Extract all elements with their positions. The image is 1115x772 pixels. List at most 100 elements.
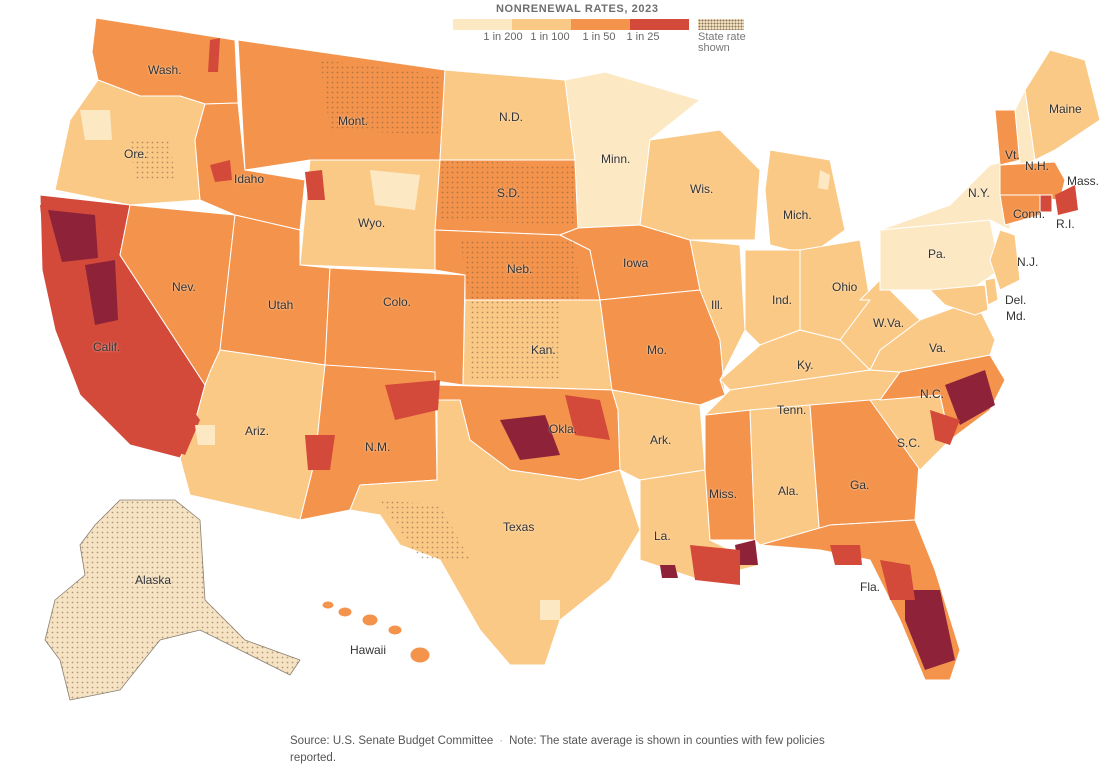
high-rate-county-cluster-6 [565,395,610,440]
low-rate-county-spot-5 [818,170,830,190]
high-rate-county-cluster-7 [945,370,995,425]
high-rate-county-cluster-20 [1055,185,1078,215]
state-label-ma: Mass. [1067,174,1100,188]
state-label-il: Ill. [711,298,723,312]
state-label-va: Va. [929,341,947,355]
state-rate-dotted-area-5 [470,300,560,380]
state-label-sd: S.D. [497,186,521,200]
hawaii-island-4 [387,624,403,636]
high-rate-county-cluster-9 [905,590,955,670]
state-label-mi: Mich. [783,208,812,222]
legend-swatch-low [512,19,571,30]
state-maryland [929,284,989,316]
state-label-tx: Texas [503,520,535,534]
alaska-state-rate-pattern [45,500,300,700]
methodology-note: Note: The state average is shown in coun… [290,735,825,764]
high-rate-county-cluster-14 [385,380,440,420]
state-oregon [54,79,206,206]
hawaii-island-2 [337,606,353,618]
state-rate-dotted-area-1 [320,60,440,135]
high-rate-county-cluster-2 [48,210,98,262]
state-label-ak: Alaska [135,573,172,587]
state-rate-dotted-area-4 [380,500,470,560]
state-label-ct: Conn. [1013,207,1046,221]
state-label-or: Ore. [124,147,148,161]
low-rate-county-spot-3 [195,425,215,445]
state-label-ia: Iowa [623,256,649,270]
state-mississippi [704,409,756,541]
state-label-al: Ala. [778,484,799,498]
legend-title: NONRENEWAL RATES, 2023 [496,3,659,15]
state-label-wa: Wash. [148,63,182,77]
state-label-ms: Miss. [709,487,737,501]
high-rate-county-cluster-18 [208,38,220,72]
state-label-nc: N.C. [920,387,944,401]
state-delaware [984,277,999,306]
state-texas [349,399,641,666]
state-label-az: Ariz. [245,424,269,438]
state-new-york [879,159,1011,231]
state-connecticut [999,194,1041,226]
footer-separator: · [499,735,504,747]
state-label-me: Maine [1049,102,1082,116]
low-rate-county-spot-4 [540,600,560,620]
legend-tick-1-in-100: 1 in 100 [530,31,570,43]
legend-color-scale [453,19,689,30]
low-rate-county-spot-2 [80,110,112,140]
state-label-hi: Hawaii [350,643,387,657]
state-label-ky: Ky. [797,358,814,372]
legend-tick-1-in-50: 1 in 50 [582,31,616,43]
legend-swatch-mid [571,19,630,30]
state-label-ut: Utah [268,298,294,312]
state-michigan [764,149,846,256]
hawaii-island-1 [321,600,335,610]
state-rate-dotted-area-2 [440,160,575,225]
state-label-wv: W.Va. [873,316,905,330]
state-maine [1024,49,1101,161]
state-label-tn: Tenn. [777,403,807,417]
legend-swatch-lowest [453,19,512,30]
high-rate-county-cluster-16 [210,160,232,182]
high-rate-county-cluster-4 [90,335,200,455]
state-label-ri: R.I. [1056,217,1075,231]
state-label-mo: Mo. [647,343,668,357]
state-label-nv: Nev. [172,280,196,294]
legend-tick-1-in-200: 1 in 200 [483,31,523,43]
high-rate-county-cluster-5 [500,415,560,460]
high-rate-county-cluster-19 [830,545,862,565]
state-label-de: Del. [1005,293,1027,307]
hawaii-island-5 [409,646,431,664]
state-label-oh: Ohio [832,280,858,294]
state-label-wy: Wyo. [358,216,386,230]
state-label-md: Md. [1006,309,1027,323]
legend-tick-1-in-25: 1 in 25 [626,31,660,43]
footer: Source: U.S. Senate Budget Committee · Not… [290,733,850,767]
high-rate-county-cluster-15 [305,435,335,470]
high-rate-county-cluster-10 [880,560,915,600]
state-label-nd: N.D. [499,110,523,124]
state-new-jersey [989,229,1021,291]
high-rate-county-cluster-8 [930,410,960,445]
state-label-ne: Neb. [507,262,533,276]
legend-ticks: 1 in 200 1 in 100 1 in 50 1 in 25 [453,30,689,46]
state-alabama [749,404,821,546]
high-rate-county-cluster-3 [85,260,118,325]
state-label-pa: Pa. [928,247,947,261]
hawaii-island-3 [361,613,379,627]
state-label-ga: Ga. [850,478,870,492]
state-label-fl: Fla. [860,580,881,594]
state-rate-dotted-area-6 [130,140,175,180]
high-rate-county-cluster-13 [660,565,678,578]
low-rate-county-spot-1 [370,170,420,210]
state-label-ks: Kan. [531,343,556,357]
state-label-nh: N.H. [1025,159,1049,173]
state-wisconsin [639,129,761,241]
state-label-in: Ind. [772,293,793,307]
state-label-wi: Wis. [690,182,714,196]
state-label-ny: N.Y. [968,186,990,200]
state-label-la: La. [654,529,671,543]
legend-dot-pattern-swatch [698,19,744,30]
state-label-nj: N.J. [1017,255,1039,269]
high-rate-county-cluster-17 [305,170,325,200]
